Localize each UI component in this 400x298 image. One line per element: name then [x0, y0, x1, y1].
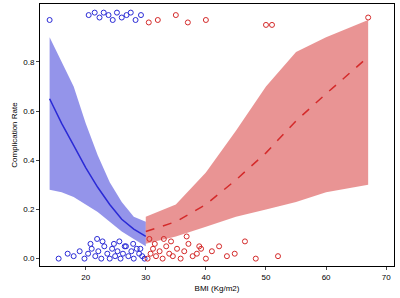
svg-text:BMI (Kg/m2): BMI (Kg/m2) — [195, 284, 240, 293]
svg-text:0.2: 0.2 — [23, 205, 35, 214]
svg-text:0.6: 0.6 — [23, 107, 35, 116]
svg-text:Complication Rate: Complication Rate — [10, 102, 19, 168]
svg-text:0.8: 0.8 — [23, 58, 35, 67]
svg-text:0.0: 0.0 — [23, 254, 35, 263]
svg-text:50: 50 — [262, 273, 271, 282]
svg-text:20: 20 — [81, 273, 90, 282]
svg-text:0.4: 0.4 — [23, 156, 35, 165]
svg-text:70: 70 — [382, 273, 391, 282]
svg-text:30: 30 — [141, 273, 150, 282]
svg-text:60: 60 — [322, 273, 331, 282]
svg-text:40: 40 — [201, 273, 210, 282]
